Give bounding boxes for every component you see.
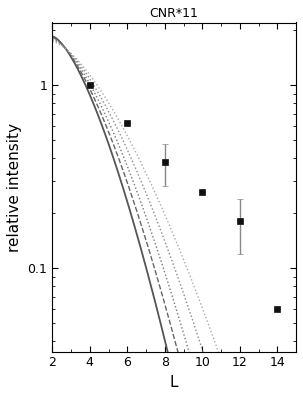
X-axis label: L: L (170, 375, 178, 390)
Y-axis label: relative intensity: relative intensity (7, 123, 22, 252)
Title: CNR*11: CNR*11 (150, 7, 198, 20)
